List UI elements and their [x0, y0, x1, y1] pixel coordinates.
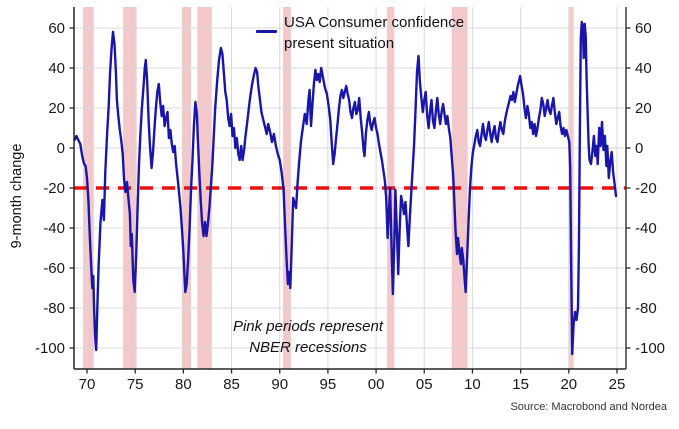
legend: USA Consumer confidence present situatio… — [256, 12, 464, 54]
legend-label-line1: USA Consumer confidence — [284, 14, 465, 31]
x-tick-label: 05 — [416, 376, 433, 393]
y-tick-label-left: -60 — [43, 260, 65, 277]
y-tick-label-right: -100 — [635, 340, 665, 357]
y-tick-label-right: 60 — [635, 20, 652, 37]
x-tick-label: 90 — [271, 376, 288, 393]
y-tick-label-right: 20 — [635, 100, 652, 117]
series-line — [73, 20, 618, 356]
x-tick-label: 70 — [79, 376, 96, 393]
y-tick-label-right: 0 — [635, 140, 643, 157]
x-tick-label: 95 — [320, 376, 337, 393]
x-tick-label: 20 — [560, 376, 577, 393]
legend-label-line2: present situation — [284, 35, 395, 52]
y-tick-label-left: 40 — [48, 60, 65, 77]
y-tick-label-left: -20 — [43, 180, 65, 197]
y-axis-title: 9-month change — [9, 143, 25, 249]
y-tick-label-right: -20 — [635, 180, 657, 197]
y-tick-label-right: 40 — [635, 60, 652, 77]
annotation-line1: Pink periods represent — [232, 318, 384, 335]
y-tick-label-left: 20 — [48, 100, 65, 117]
x-tick-label: 85 — [223, 376, 240, 393]
y-tick-label-left: -100 — [35, 340, 65, 357]
y-tick-label-left: -80 — [43, 300, 65, 317]
legend-line-marker — [256, 30, 277, 34]
x-tick-label: 25 — [609, 376, 626, 393]
y-tick-label-right: -80 — [635, 300, 657, 317]
annotation-line2: NBER recessions — [249, 339, 367, 356]
x-tick-label: 00 — [368, 376, 385, 393]
y-tick-label-left: 0 — [57, 140, 65, 157]
x-tick-label: 10 — [464, 376, 481, 393]
recession-annotation: Pink periods represent NBER recessions — [190, 316, 426, 358]
y-tick-label-right: -40 — [635, 220, 657, 237]
y-tick-label-left: -40 — [43, 220, 65, 237]
x-tick-label: 80 — [175, 376, 192, 393]
x-tick-label: 15 — [512, 376, 529, 393]
source-note: Source: Macrobond and Nordea — [510, 401, 667, 413]
y-tick-label-right: -60 — [635, 260, 657, 277]
legend-label: USA Consumer confidence present situatio… — [284, 12, 464, 54]
x-tick-label: 75 — [127, 376, 144, 393]
y-tick-label-left: 60 — [48, 20, 65, 37]
